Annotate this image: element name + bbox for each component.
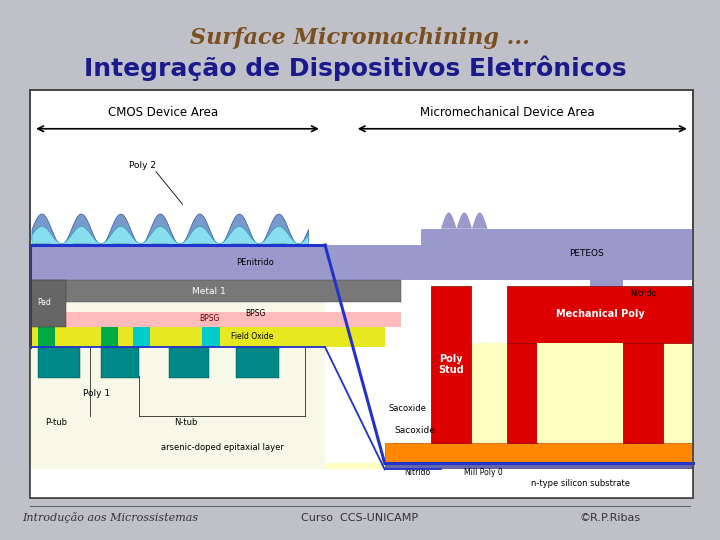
Bar: [624, 343, 663, 443]
Bar: [30, 312, 401, 327]
Text: Poly
Stud: Poly Stud: [438, 354, 464, 375]
Text: n-type silicon substrate: n-type silicon substrate: [531, 479, 630, 488]
Bar: [30, 280, 66, 327]
Text: Metal 1: Metal 1: [192, 287, 226, 295]
Polygon shape: [663, 343, 693, 463]
Polygon shape: [441, 212, 487, 229]
Bar: [431, 286, 471, 443]
Text: P-tub: P-tub: [45, 418, 68, 427]
Text: PEnitrido: PEnitrido: [237, 258, 274, 267]
Bar: [537, 343, 624, 443]
Text: ©R.P.Ribas: ©R.P.Ribas: [580, 513, 641, 523]
Bar: [30, 245, 428, 280]
Text: CMOS Device Area: CMOS Device Area: [107, 106, 217, 119]
Polygon shape: [32, 214, 308, 245]
Polygon shape: [32, 226, 308, 245]
Text: Mechanical Poly: Mechanical Poly: [556, 309, 644, 319]
Bar: [508, 286, 693, 343]
Bar: [508, 343, 537, 443]
Polygon shape: [384, 443, 431, 463]
Text: PETEOS: PETEOS: [570, 249, 604, 258]
Bar: [590, 280, 624, 327]
Bar: [101, 347, 140, 377]
Bar: [132, 327, 150, 347]
Bar: [30, 90, 693, 498]
Bar: [30, 469, 693, 498]
Bar: [30, 327, 325, 347]
Bar: [101, 327, 118, 347]
Polygon shape: [30, 286, 325, 469]
Bar: [30, 90, 693, 498]
Polygon shape: [325, 463, 693, 469]
Bar: [384, 463, 693, 469]
Text: Micromechanical Device Area: Micromechanical Device Area: [420, 106, 595, 119]
Text: Field Oxide: Field Oxide: [231, 332, 274, 341]
Text: Pad: Pad: [37, 298, 52, 307]
Text: Integração de Dispositivos Eletrônicos: Integração de Dispositivos Eletrônicos: [84, 55, 626, 81]
Text: BPSG: BPSG: [199, 314, 219, 323]
Text: Poly 2: Poly 2: [129, 161, 156, 170]
Text: Introdução aos Microssistemas: Introdução aos Microssistemas: [22, 512, 198, 523]
Polygon shape: [537, 343, 624, 463]
Polygon shape: [471, 343, 508, 463]
Bar: [38, 347, 80, 377]
Bar: [384, 443, 693, 463]
Bar: [101, 327, 118, 347]
Text: Nitrido: Nitrido: [405, 468, 431, 477]
Bar: [421, 229, 693, 280]
Text: Sacoxide: Sacoxide: [394, 426, 435, 435]
Bar: [235, 347, 279, 377]
Text: arsenic-doped epitaxial layer: arsenic-doped epitaxial layer: [161, 442, 284, 451]
Text: Nitrido: Nitrido: [630, 289, 656, 299]
Bar: [202, 327, 220, 347]
Bar: [30, 280, 401, 302]
Text: Sacoxide: Sacoxide: [389, 404, 427, 413]
Bar: [169, 347, 209, 377]
Text: Mill Poly 0: Mill Poly 0: [464, 468, 503, 477]
Bar: [38, 327, 55, 347]
Bar: [325, 327, 384, 347]
Text: Surface Micromachining ...: Surface Micromachining ...: [190, 27, 530, 49]
Text: Curso  CCS-UNICAMP: Curso CCS-UNICAMP: [302, 513, 418, 523]
Text: Poly 1: Poly 1: [83, 389, 110, 399]
Text: BPSG: BPSG: [246, 309, 266, 318]
Text: N-tub: N-tub: [174, 418, 197, 427]
